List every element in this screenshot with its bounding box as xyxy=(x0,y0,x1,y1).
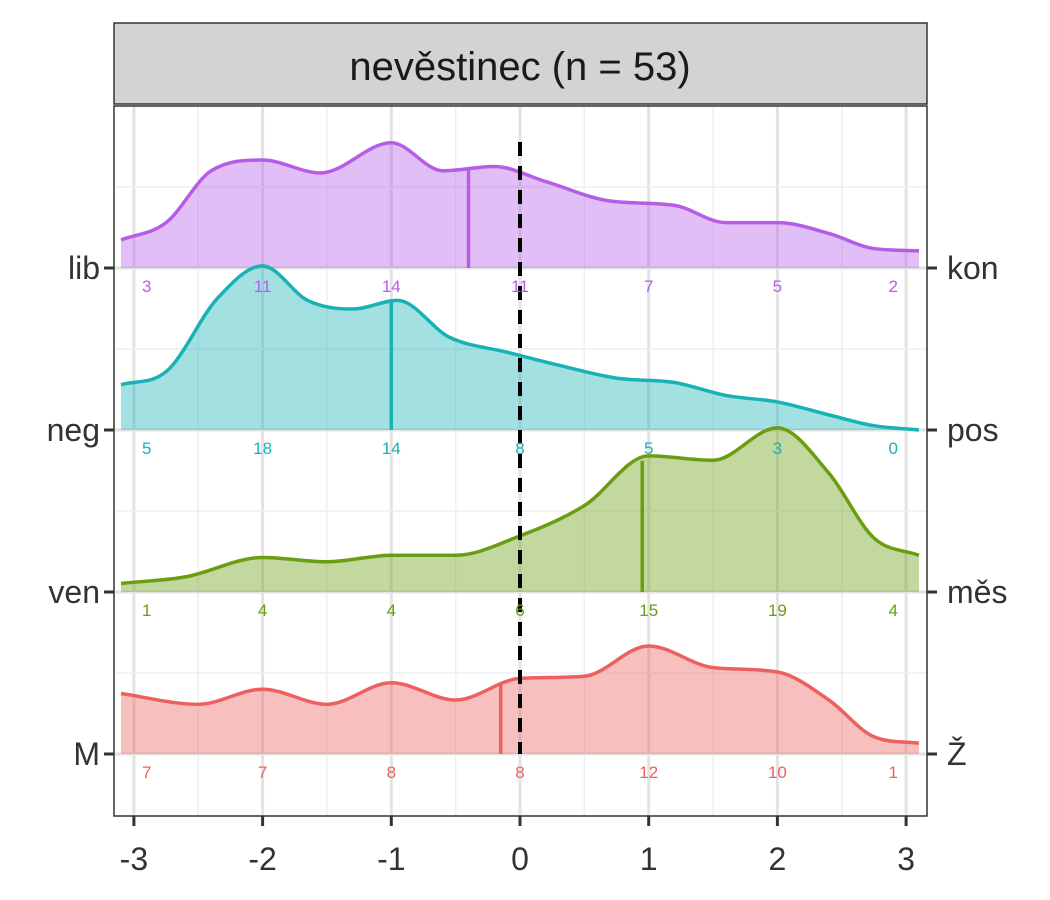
right-category-label: pos xyxy=(947,412,999,448)
ridge-area xyxy=(121,427,919,592)
right-category-label: měs xyxy=(947,574,1007,610)
count-label: 6 xyxy=(515,601,524,620)
x-axis-tick-label: -3 xyxy=(120,841,148,877)
count-label: 7 xyxy=(142,763,151,782)
count-label: 5 xyxy=(644,439,653,458)
count-label: 3 xyxy=(142,277,151,296)
count-label: 5 xyxy=(773,277,782,296)
count-label: 14 xyxy=(382,277,401,296)
x-axis-tick-label: -1 xyxy=(377,841,405,877)
left-category-label: ven xyxy=(48,574,100,610)
count-label: 1 xyxy=(888,763,897,782)
ridge-line xyxy=(120,644,920,745)
x-axis-tick-label: 2 xyxy=(769,841,787,877)
left-category-label: M xyxy=(73,736,100,772)
count-label: 4 xyxy=(387,601,396,620)
facet-strip xyxy=(113,22,928,105)
count-label: 14 xyxy=(382,439,401,458)
count-label: 11 xyxy=(511,277,529,296)
count-label: 8 xyxy=(515,763,524,782)
count-label: 8 xyxy=(387,763,396,782)
ridge-line xyxy=(120,264,920,432)
x-axis-tick-label: 1 xyxy=(640,841,658,877)
ridge-line xyxy=(120,426,920,586)
right-category-label: kon xyxy=(947,250,999,286)
facet-title: nevěstinec (n = 53) xyxy=(349,45,690,89)
count-label: 18 xyxy=(253,439,272,458)
x-axis-tick-label: -2 xyxy=(248,841,276,877)
count-label: 4 xyxy=(258,601,267,620)
count-label: 3 xyxy=(773,439,782,458)
count-label: 11 xyxy=(254,277,272,296)
count-label: 15 xyxy=(639,601,658,620)
count-label: 8 xyxy=(515,439,524,458)
count-label: 7 xyxy=(644,277,653,296)
count-label: 4 xyxy=(888,601,897,620)
count-label: 12 xyxy=(639,763,658,782)
count-label: 19 xyxy=(768,601,787,620)
left-category-label: lib xyxy=(68,250,100,286)
count-label: 0 xyxy=(888,439,897,458)
right-category-label: Ž xyxy=(947,736,967,772)
x-axis-tick-label: 3 xyxy=(897,841,915,877)
count-label: 7 xyxy=(258,763,267,782)
count-label: 2 xyxy=(888,277,897,296)
ridge-line xyxy=(120,140,920,253)
left-category-label: neg xyxy=(47,412,100,448)
x-axis-tick-label: 0 xyxy=(511,841,529,877)
count-label: 1 xyxy=(142,601,151,620)
count-labels-layer: 3 11 14 11 7 5 25 18 14 8 5 3 01 4 4 6 15 19 47 7 8 8 12 10 1 xyxy=(142,277,898,782)
count-label: 5 xyxy=(142,439,151,458)
count-label: 10 xyxy=(768,763,787,782)
